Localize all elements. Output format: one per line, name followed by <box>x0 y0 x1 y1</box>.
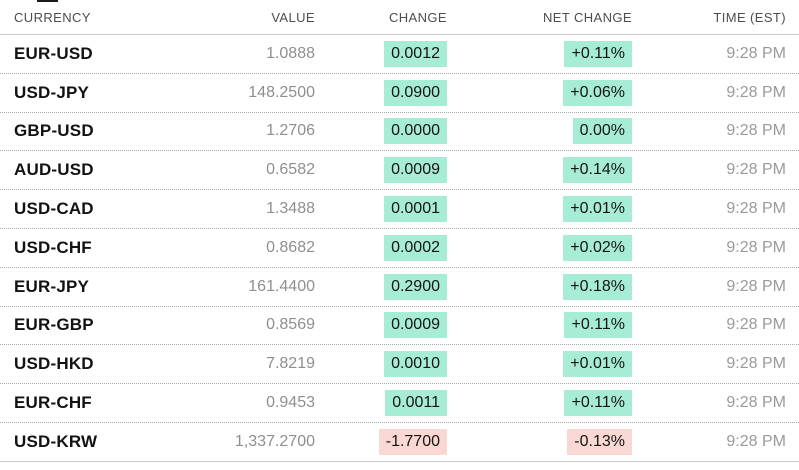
net-change-badge: +0.01% <box>563 351 632 378</box>
table-body: EUR-USD 1.0888 0.0012 +0.11% 9:28 PM USD… <box>0 35 799 462</box>
value-cell: 0.8569 <box>266 316 315 334</box>
table-header: CURRENCY VALUE CHANGE NET CHANGE TIME (E… <box>0 0 799 35</box>
value-cell: 0.8682 <box>266 238 315 256</box>
time-cell: 9:28 PM <box>726 355 786 373</box>
value-cell: 161.4400 <box>248 277 315 295</box>
table-row: AUD-USD 0.6582 0.0009 +0.14% 9:28 PM <box>0 151 799 191</box>
time-cell: 9:28 PM <box>726 316 786 334</box>
value-cell: 0.6582 <box>266 161 315 179</box>
net-change-badge: -0.13% <box>567 428 632 455</box>
table-row: GBP-USD 1.2706 0.0000 0.00% 9:28 PM <box>0 113 799 152</box>
net-change-badge: +0.11% <box>564 390 632 417</box>
table-row: EUR-GBP 0.8569 0.0009 +0.11% 9:28 PM <box>0 307 799 346</box>
currency-pair-link[interactable]: AUD-USD <box>14 160 94 180</box>
value-cell: 0.9453 <box>266 394 315 412</box>
time-cell: 9:28 PM <box>726 44 786 62</box>
change-badge: 0.2900 <box>384 273 447 300</box>
net-change-badge: +0.11% <box>564 312 632 339</box>
change-badge: 0.0900 <box>384 79 447 106</box>
table-row: USD-CHF 0.8682 0.0002 +0.02% 9:28 PM <box>0 229 799 268</box>
value-cell: 1,337.2700 <box>234 432 315 450</box>
currency-pair-link[interactable]: USD-JPY <box>14 82 90 102</box>
table-row: EUR-CHF 0.9453 0.0011 +0.11% 9:28 PM <box>0 384 799 423</box>
change-badge: -1.7700 <box>378 428 447 455</box>
change-badge: 0.0000 <box>384 118 447 145</box>
time-cell: 9:28 PM <box>726 432 786 450</box>
change-badge: 0.0001 <box>384 196 447 223</box>
time-cell: 9:28 PM <box>726 277 786 295</box>
currency-pair-link[interactable]: USD-HKD <box>14 354 94 374</box>
table-row: EUR-USD 1.0888 0.0012 +0.11% 9:28 PM <box>0 35 799 74</box>
change-badge: 0.0002 <box>384 234 447 261</box>
currency-pair-link[interactable]: USD-CHF <box>14 237 92 257</box>
currency-pair-link[interactable]: GBP-USD <box>14 121 94 141</box>
value-cell: 148.2500 <box>248 83 315 101</box>
currency-pair-link[interactable]: USD-KRW <box>14 431 98 451</box>
net-change-badge: +0.01% <box>563 196 632 223</box>
net-change-badge: +0.18% <box>563 273 632 300</box>
table-row: USD-CAD 1.3488 0.0001 +0.01% 9:28 PM <box>0 190 799 229</box>
net-change-badge: +0.11% <box>564 40 632 67</box>
net-change-badge: 0.00% <box>572 118 632 145</box>
table-row: USD-KRW 1,337.2700 -1.7700 -0.13% 9:28 P… <box>0 423 799 462</box>
column-header-time: TIME (EST) <box>713 9 786 25</box>
currency-pair-link[interactable]: EUR-JPY <box>14 276 90 296</box>
currency-pair-link[interactable]: EUR-USD <box>14 43 93 63</box>
table-row: USD-HKD 7.8219 0.0010 +0.01% 9:28 PM <box>0 345 799 385</box>
value-cell: 1.3488 <box>266 200 315 218</box>
column-header-net-change: NET CHANGE <box>543 9 632 25</box>
crop-artifact-mark <box>37 0 58 2</box>
change-badge: 0.0010 <box>384 351 447 378</box>
table-row: EUR-JPY 161.4400 0.2900 +0.18% 9:28 PM <box>0 268 799 307</box>
time-cell: 9:28 PM <box>726 238 786 256</box>
net-change-badge: +0.06% <box>563 79 632 106</box>
column-header-change: CHANGE <box>388 9 447 25</box>
value-cell: 1.0888 <box>266 44 315 62</box>
column-header-value: VALUE <box>271 9 315 25</box>
currency-pair-link[interactable]: EUR-GBP <box>14 315 94 335</box>
table-row: USD-JPY 148.2500 0.0900 +0.06% 9:28 PM <box>0 74 799 113</box>
currency-pair-link[interactable]: EUR-CHF <box>14 393 92 413</box>
time-cell: 9:28 PM <box>726 200 786 218</box>
time-cell: 9:28 PM <box>726 122 786 140</box>
value-cell: 7.8219 <box>266 355 315 373</box>
value-cell: 1.2706 <box>266 122 315 140</box>
change-badge: 0.0009 <box>384 312 447 339</box>
time-cell: 9:28 PM <box>726 161 786 179</box>
time-cell: 9:28 PM <box>726 83 786 101</box>
change-badge: 0.0011 <box>385 390 447 417</box>
time-cell: 9:28 PM <box>726 394 786 412</box>
column-header-currency: CURRENCY <box>14 9 91 25</box>
net-change-badge: +0.02% <box>563 234 632 261</box>
change-badge: 0.0009 <box>384 157 447 184</box>
change-badge: 0.0012 <box>384 40 447 67</box>
currency-pair-link[interactable]: USD-CAD <box>14 199 94 219</box>
net-change-badge: +0.14% <box>563 157 632 184</box>
